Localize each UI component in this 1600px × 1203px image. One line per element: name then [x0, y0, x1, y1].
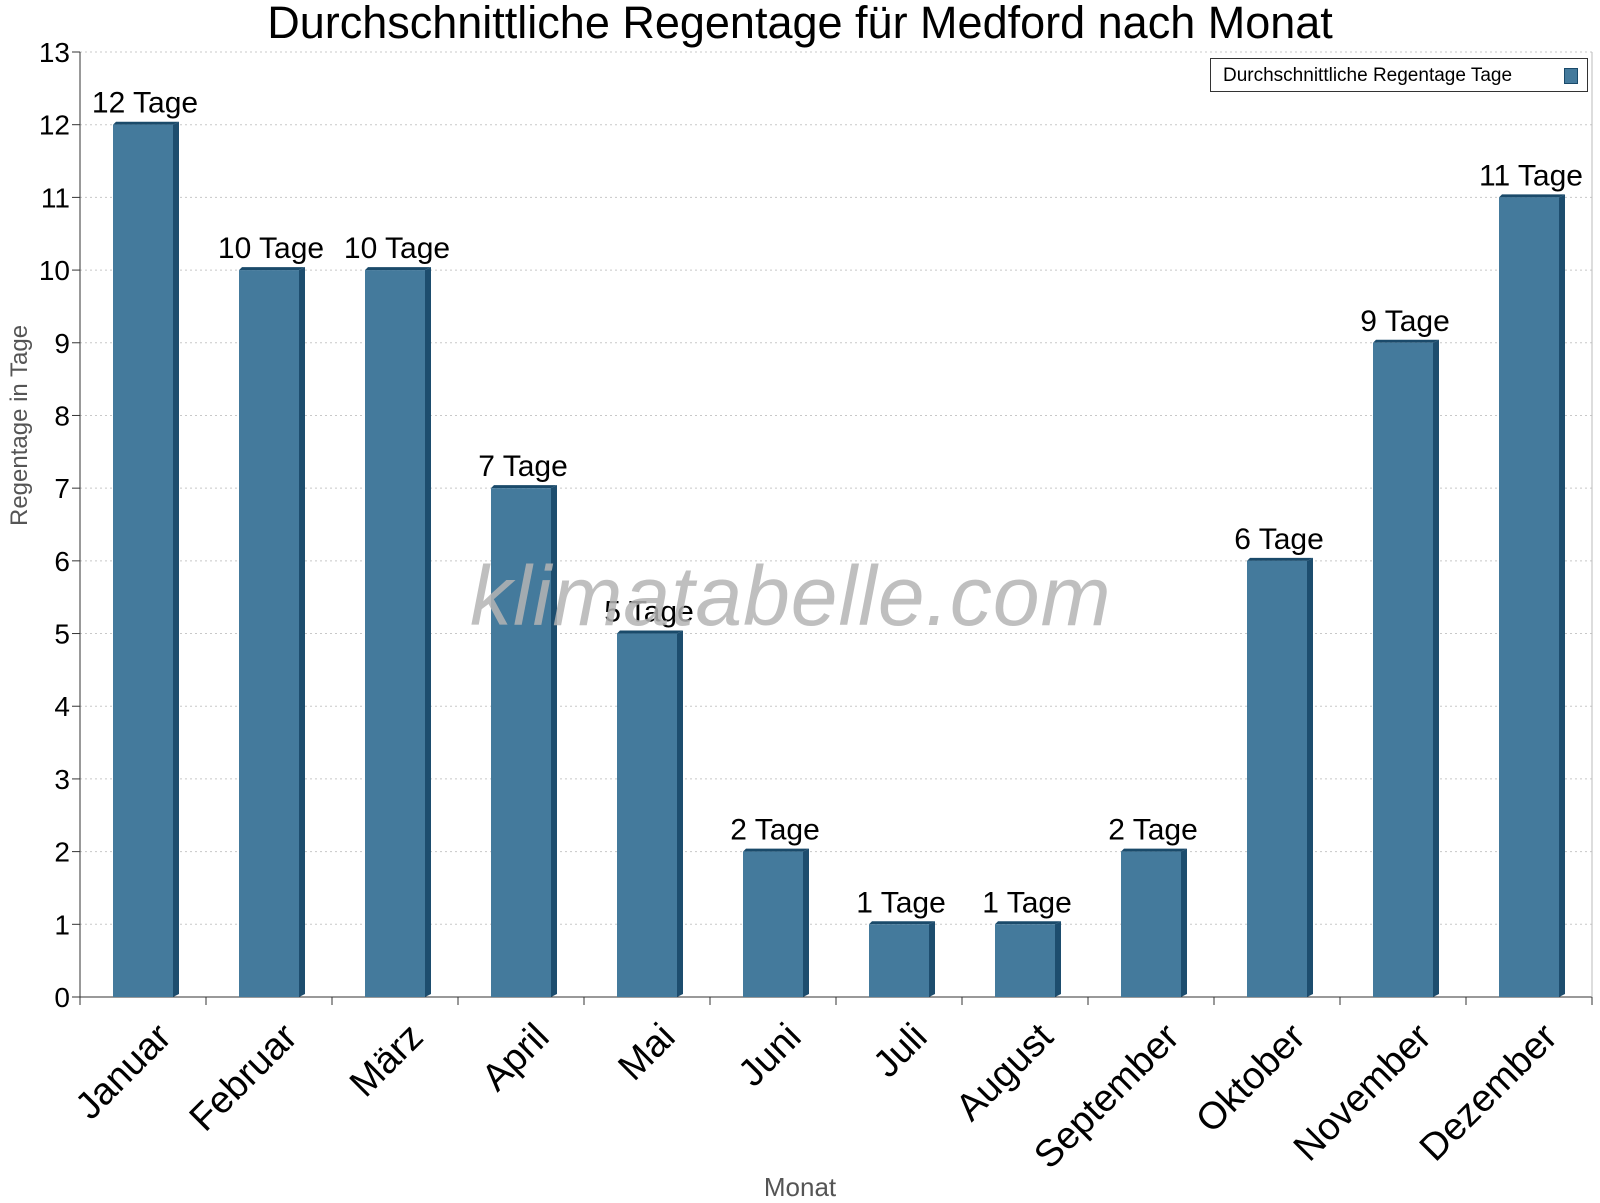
bar: [1373, 342, 1433, 997]
data-label: 10 Tage: [344, 232, 450, 265]
y-tick-label: 11: [41, 182, 70, 213]
bar-top: [365, 267, 431, 271]
bar-side: [551, 485, 557, 997]
x-tick-label: Juni: [731, 1016, 810, 1095]
y-tick-label: 13: [39, 37, 70, 68]
data-label: 12 Tage: [92, 87, 198, 120]
data-label: 5 Tage: [604, 596, 694, 629]
bar: [491, 488, 551, 997]
bar: [743, 851, 803, 997]
data-label: 6 Tage: [1234, 523, 1324, 556]
bar-side: [1307, 557, 1313, 997]
y-tick-label: 4: [54, 691, 70, 722]
data-label: 9 Tage: [1360, 305, 1450, 338]
data-label: 10 Tage: [218, 232, 324, 265]
x-tick-label: Dezember: [1412, 1016, 1566, 1170]
y-tick-label: 9: [54, 328, 70, 359]
legend: Durchschnittliche Regentage Tage: [1210, 58, 1588, 92]
bar: [1499, 197, 1559, 997]
x-tick-label: März: [342, 1016, 431, 1105]
data-label: 2 Tage: [1108, 814, 1198, 847]
bar-side: [299, 267, 305, 998]
bar: [1247, 560, 1307, 997]
bar: [869, 924, 929, 997]
x-axis-label: Monat: [763, 1172, 837, 1202]
y-axis-label: Regentage in Tage: [6, 324, 33, 526]
bar-top: [743, 848, 809, 852]
y-tick-label: 0: [54, 982, 70, 1013]
bar-side: [1181, 848, 1187, 997]
bar: [617, 633, 677, 997]
chart-title: Durchschnittliche Regentage für Medford …: [267, 0, 1333, 48]
y-tick-label: 7: [54, 473, 70, 504]
y-tick-label: 6: [54, 546, 70, 577]
data-label: 1 Tage: [982, 886, 1072, 919]
legend-label: Durchschnittliche Regentage Tage: [1223, 65, 1513, 86]
bar-side: [677, 630, 683, 997]
x-tick-label: August: [948, 1016, 1062, 1130]
bar-top: [617, 630, 683, 634]
data-label: 11 Tage: [1479, 159, 1583, 192]
y-tick-label: 5: [54, 619, 70, 650]
bar-top: [1121, 848, 1187, 852]
bar-side: [803, 848, 809, 997]
x-tick-label: November: [1286, 1016, 1440, 1170]
data-label: 7 Tage: [478, 450, 568, 483]
y-tick-label: 8: [54, 400, 70, 431]
bar-top: [491, 485, 557, 489]
bar-top: [869, 921, 935, 925]
x-tick-label: Oktober: [1188, 1016, 1314, 1142]
bar-side: [929, 921, 935, 997]
bar-top: [1247, 557, 1313, 561]
bar-top: [1499, 194, 1565, 198]
data-label: 1 Tage: [856, 886, 946, 919]
bar-side: [1055, 921, 1061, 997]
bar: [113, 124, 173, 997]
y-tick-label: 2: [54, 837, 70, 868]
bar: [365, 270, 425, 998]
x-tick-label: Juli: [865, 1016, 935, 1086]
legend-swatch: [1564, 68, 1578, 84]
bar: [239, 270, 299, 998]
bar-side: [1433, 339, 1439, 997]
bar-side: [1559, 194, 1565, 997]
y-tick-label: 12: [39, 110, 70, 141]
bar-top: [239, 267, 305, 271]
bar-top: [113, 121, 179, 125]
x-tick-label: April: [474, 1016, 557, 1099]
y-tick-label: 3: [54, 764, 70, 795]
bar-side: [425, 267, 431, 998]
y-tick-label: 10: [39, 255, 70, 286]
bar: [1121, 851, 1181, 997]
bar-side: [173, 121, 179, 997]
x-tick-label: Februar: [182, 1016, 306, 1140]
bar: [995, 924, 1055, 997]
y-tick-label: 1: [54, 909, 70, 940]
x-tick-label: Januar: [68, 1016, 180, 1128]
bar-top: [995, 921, 1061, 925]
watermark: klimatabelle.com: [470, 549, 1112, 643]
data-label: 2 Tage: [730, 814, 820, 847]
bar-top: [1373, 339, 1439, 343]
x-tick-label: Mai: [611, 1016, 684, 1089]
